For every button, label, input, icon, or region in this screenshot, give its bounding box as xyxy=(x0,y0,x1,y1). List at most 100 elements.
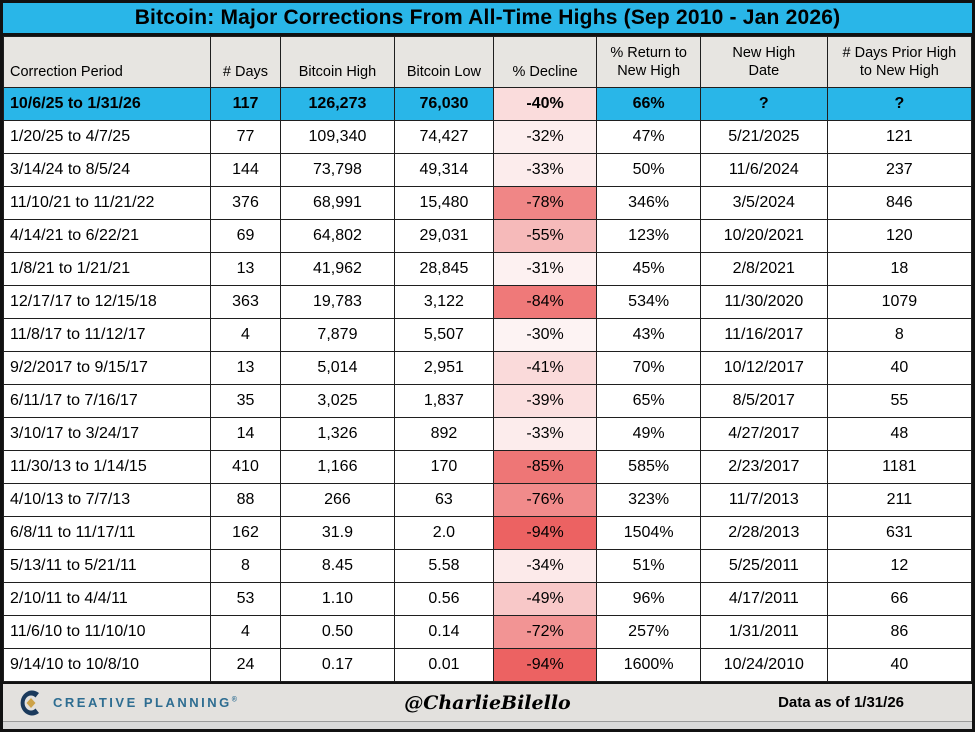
cell-correction-period: 4/10/13 to 7/7/13 xyxy=(3,483,212,517)
cell-return-to-new-high: 50% xyxy=(596,153,701,187)
cell-days-prior-high: 48 xyxy=(826,417,972,451)
brand-text: CREATIVE PLANNING xyxy=(53,695,232,710)
cell-days: 144 xyxy=(210,153,281,187)
cell-bitcoin-low: 3,122 xyxy=(394,285,494,319)
cell-correction-period: 6/11/17 to 7/16/17 xyxy=(3,384,212,418)
cell-decline: -33% xyxy=(492,417,598,451)
cell-bitcoin-high: 0.50 xyxy=(279,615,396,649)
cell-correction-period: 11/6/10 to 11/10/10 xyxy=(3,615,212,649)
cell-decline: -41% xyxy=(492,351,598,385)
cell-days: 88 xyxy=(210,483,281,517)
cell-correction-period: 11/30/13 to 1/14/15 xyxy=(3,450,212,484)
brand-registered-mark: ® xyxy=(231,696,237,704)
cell-days-prior-high: ? xyxy=(826,87,972,121)
cell-bitcoin-high: 1.10 xyxy=(279,582,396,616)
table-header: Correction Period # Days Bitcoin High Bi… xyxy=(3,36,972,88)
footer: CREATIVE PLANNING® @CharlieBilello Data … xyxy=(3,682,972,721)
cell-return-to-new-high: 1600% xyxy=(596,648,701,682)
col-header-return-to-new-high: % Return to New High xyxy=(596,36,701,88)
table-row: 1/8/21 to 1/21/21 13 41,962 28,845 -31% 45% 2/… xyxy=(3,252,972,286)
cell-bitcoin-high: 31.9 xyxy=(279,516,396,550)
cell-new-high-date: 8/5/2017 xyxy=(699,384,828,418)
cell-new-high-date: 2/28/2013 xyxy=(699,516,828,550)
cell-bitcoin-high: 1,166 xyxy=(279,450,396,484)
cell-days-prior-high: 40 xyxy=(826,648,972,682)
cell-bitcoin-high: 73,798 xyxy=(279,153,396,187)
cell-return-to-new-high: 257% xyxy=(596,615,701,649)
author-credit: @CharlieBilello xyxy=(404,691,571,714)
cell-decline: -85% xyxy=(492,450,598,484)
cell-new-high-date: 10/20/2021 xyxy=(699,219,828,253)
cell-new-high-date: 10/24/2010 xyxy=(699,648,828,682)
cell-decline: -72% xyxy=(492,615,598,649)
table-row: 11/10/21 to 11/21/22 376 68,991 15,480 -78% 3… xyxy=(3,186,972,220)
cell-days-prior-high: 12 xyxy=(826,549,972,583)
table-row: 11/6/10 to 11/10/10 4 0.50 0.14 -72% 257% 1/31… xyxy=(3,615,972,649)
table-row: 11/30/13 to 1/14/15 410 1,166 170 -85% 585% 2/… xyxy=(3,450,972,484)
cell-decline: -30% xyxy=(492,318,598,352)
bottom-strip xyxy=(3,721,972,727)
cell-decline: -49% xyxy=(492,582,598,616)
table-row: 9/14/10 to 10/8/10 24 0.17 0.01 -94% 1600% 10/… xyxy=(3,648,972,682)
title-bar: Bitcoin: Major Corrections From All-Time… xyxy=(3,3,972,36)
cell-return-to-new-high: 70% xyxy=(596,351,701,385)
cell-decline: -31% xyxy=(492,252,598,286)
cell-days-prior-high: 8 xyxy=(826,318,972,352)
cell-bitcoin-high: 0.17 xyxy=(279,648,396,682)
cell-correction-period: 12/17/17 to 12/15/18 xyxy=(3,285,212,319)
cell-return-to-new-high: 123% xyxy=(596,219,701,253)
cell-days-prior-high: 211 xyxy=(826,483,972,517)
table-row: 2/10/11 to 4/4/11 53 1.10 0.56 -49% 96% 4/17/2… xyxy=(3,582,972,616)
cell-decline: -34% xyxy=(492,549,598,583)
cell-new-high-date: 11/7/2013 xyxy=(699,483,828,517)
cell-bitcoin-high: 5,014 xyxy=(279,351,396,385)
header-row: Correction Period # Days Bitcoin High Bi… xyxy=(3,36,972,88)
cell-return-to-new-high: 47% xyxy=(596,120,701,154)
cell-days: 376 xyxy=(210,186,281,220)
cell-new-high-date: 3/5/2024 xyxy=(699,186,828,220)
cell-days-prior-high: 120 xyxy=(826,219,972,253)
brand-name: CREATIVE PLANNING® xyxy=(53,695,237,710)
cell-bitcoin-high: 1,326 xyxy=(279,417,396,451)
table-row: 3/10/17 to 3/24/17 14 1,326 892 -33% 49% 4/27/… xyxy=(3,417,972,451)
cell-bitcoin-high: 19,783 xyxy=(279,285,396,319)
cell-correction-period: 1/8/21 to 1/21/21 xyxy=(3,252,212,286)
cell-return-to-new-high: 323% xyxy=(596,483,701,517)
cell-return-to-new-high: 43% xyxy=(596,318,701,352)
cell-bitcoin-high: 7,879 xyxy=(279,318,396,352)
cell-decline: -40% xyxy=(492,87,598,121)
cell-return-to-new-high: 45% xyxy=(596,252,701,286)
cell-return-to-new-high: 49% xyxy=(596,417,701,451)
cell-bitcoin-low: 2,951 xyxy=(394,351,494,385)
cell-bitcoin-low: 892 xyxy=(394,417,494,451)
table-body: 10/6/25 to 1/31/26 117 126,273 76,030 -40% 66… xyxy=(3,87,972,682)
cell-correction-period: 3/14/24 to 8/5/24 xyxy=(3,153,212,187)
cell-days-prior-high: 86 xyxy=(826,615,972,649)
cell-decline: -33% xyxy=(492,153,598,187)
table-row: 9/2/2017 to 9/15/17 13 5,014 2,951 -41% 70% 10… xyxy=(3,351,972,385)
creative-planning-logo-icon xyxy=(20,690,39,715)
cell-decline: -39% xyxy=(492,384,598,418)
cell-return-to-new-high: 96% xyxy=(596,582,701,616)
table-row: 5/13/11 to 5/21/11 8 8.45 5.58 -34% 51% 5/25/2… xyxy=(3,549,972,583)
cell-bitcoin-low: 5.58 xyxy=(394,549,494,583)
table-row: 11/8/17 to 11/12/17 4 7,879 5,507 -30% 43% 11/… xyxy=(3,318,972,352)
cell-bitcoin-high: 3,025 xyxy=(279,384,396,418)
cell-days: 4 xyxy=(210,615,281,649)
cell-bitcoin-low: 0.14 xyxy=(394,615,494,649)
table-row: 1/20/25 to 4/7/25 77 109,340 74,427 -32% 47% 5… xyxy=(3,120,972,154)
cell-days: 363 xyxy=(210,285,281,319)
cell-days: 77 xyxy=(210,120,281,154)
cell-days-prior-high: 631 xyxy=(826,516,972,550)
cell-correction-period: 4/14/21 to 6/22/21 xyxy=(3,219,212,253)
cell-decline: -94% xyxy=(492,516,598,550)
page-title: Bitcoin: Major Corrections From All-Time… xyxy=(134,6,841,29)
cell-return-to-new-high: 66% xyxy=(596,87,701,121)
table-row: 6/8/11 to 11/17/11 162 31.9 2.0 -94% 1504% 2/2… xyxy=(3,516,972,550)
cell-new-high-date: 5/25/2011 xyxy=(699,549,828,583)
cell-days: 4 xyxy=(210,318,281,352)
table-row: 6/11/17 to 7/16/17 35 3,025 1,837 -39% 65% 8/5… xyxy=(3,384,972,418)
col-header-decline: % Decline xyxy=(492,36,598,88)
cell-bitcoin-low: 63 xyxy=(394,483,494,517)
